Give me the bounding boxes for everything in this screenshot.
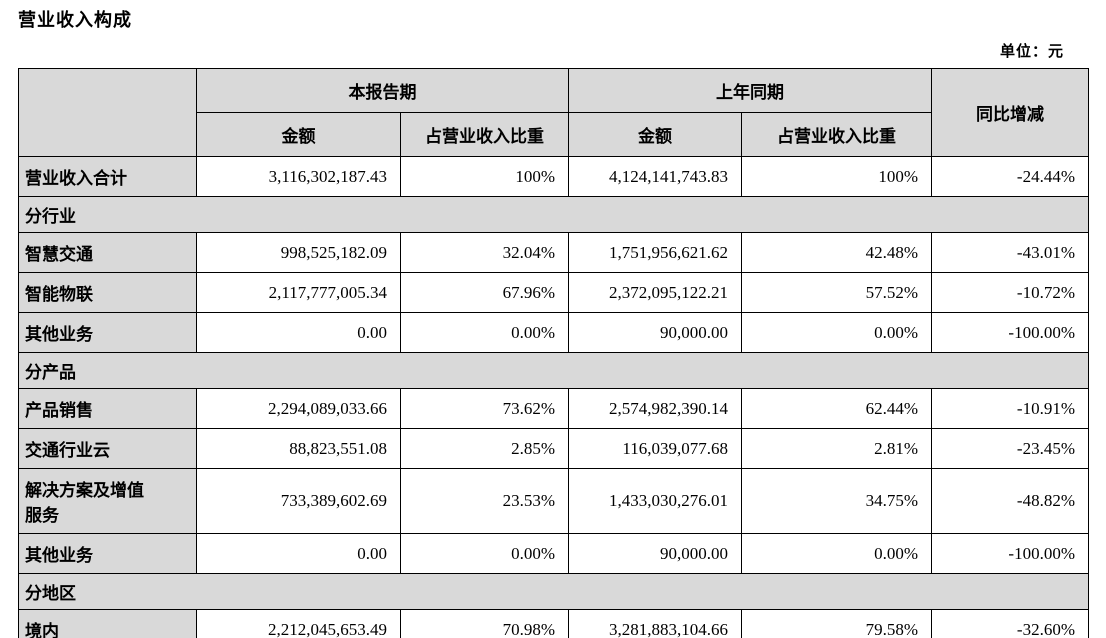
table-row: 其他业务 0.00 0.00% 90,000.00 0.00% -100.00% bbox=[18, 533, 1089, 574]
cell-yoy-change: -48.82% bbox=[931, 468, 1089, 534]
row-label: 境内 bbox=[18, 609, 197, 638]
cell-current-amount: 733,389,602.69 bbox=[196, 468, 401, 534]
cell-prior-pct: 57.52% bbox=[741, 272, 932, 313]
cell-current-pct: 67.96% bbox=[400, 272, 569, 313]
cell-current-pct: 2.85% bbox=[400, 428, 569, 469]
cell-prior-pct: 42.48% bbox=[741, 232, 932, 273]
cell-prior-pct: 2.81% bbox=[741, 428, 932, 469]
cell-prior-amount: 116,039,077.68 bbox=[568, 428, 742, 469]
cell-prior-pct: 62.44% bbox=[741, 388, 932, 429]
section-row: 分地区 bbox=[18, 573, 1089, 610]
row-label: 智能物联 bbox=[18, 272, 197, 313]
table-row: 解决方案及增值 服务 733,389,602.69 23.53% 1,433,0… bbox=[18, 468, 1089, 534]
cell-current-pct: 73.62% bbox=[400, 388, 569, 429]
cell-yoy-change: -24.44% bbox=[931, 156, 1089, 197]
cell-current-pct: 0.00% bbox=[400, 312, 569, 353]
row-label: 其他业务 bbox=[18, 533, 197, 574]
row-label: 交通行业云 bbox=[18, 428, 197, 469]
row-label: 其他业务 bbox=[18, 312, 197, 353]
cell-yoy-change: -10.72% bbox=[931, 272, 1089, 313]
row-label: 解决方案及增值 服务 bbox=[18, 468, 197, 534]
cell-prior-pct: 79.58% bbox=[741, 609, 932, 638]
cell-current-amount: 0.00 bbox=[196, 312, 401, 353]
header-current-proportion: 占营业收入比重 bbox=[400, 112, 569, 157]
cell-yoy-change: -32.60% bbox=[931, 609, 1089, 638]
row-label: 智慧交通 bbox=[18, 232, 197, 273]
table-row: 产品销售 2,294,089,033.66 73.62% 2,574,982,3… bbox=[18, 388, 1089, 429]
cell-current-amount: 2,212,045,653.49 bbox=[196, 609, 401, 638]
cell-current-amount: 2,117,777,005.34 bbox=[196, 272, 401, 313]
table-row: 交通行业云 88,823,551.08 2.85% 116,039,077.68… bbox=[18, 428, 1089, 469]
cell-current-amount: 0.00 bbox=[196, 533, 401, 574]
cell-prior-amount: 1,433,030,276.01 bbox=[568, 468, 742, 534]
cell-prior-amount: 90,000.00 bbox=[568, 312, 742, 353]
cell-prior-amount: 2,372,095,122.21 bbox=[568, 272, 742, 313]
revenue-table-wrapper: 本报告期 上年同期 同比增减 金额 占营业收入比重 金额 占营业收入比重 营业收… bbox=[18, 68, 1089, 638]
cell-yoy-change: -43.01% bbox=[931, 232, 1089, 273]
corner-cell bbox=[18, 68, 197, 157]
row-label: 产品销售 bbox=[18, 388, 197, 429]
table-row: 智慧交通 998,525,182.09 32.04% 1,751,956,621… bbox=[18, 232, 1089, 273]
table-row: 境内 2,212,045,653.49 70.98% 3,281,883,104… bbox=[18, 609, 1089, 638]
revenue-table: 本报告期 上年同期 同比增减 金额 占营业收入比重 金额 占营业收入比重 营业收… bbox=[18, 68, 1089, 638]
cell-prior-pct: 100% bbox=[741, 156, 932, 197]
cell-yoy-change: -100.00% bbox=[931, 312, 1089, 353]
cell-current-amount: 88,823,551.08 bbox=[196, 428, 401, 469]
cell-prior-amount: 1,751,956,621.62 bbox=[568, 232, 742, 273]
cell-prior-amount: 4,124,141,743.83 bbox=[568, 156, 742, 197]
cell-current-amount: 3,116,302,187.43 bbox=[196, 156, 401, 197]
cell-prior-pct: 0.00% bbox=[741, 312, 932, 353]
row-label: 营业收入合计 bbox=[18, 156, 197, 197]
section-label: 分地区 bbox=[18, 573, 1089, 610]
section-row: 分产品 bbox=[18, 352, 1089, 389]
cell-prior-pct: 34.75% bbox=[741, 468, 932, 534]
cell-prior-amount: 3,281,883,104.66 bbox=[568, 609, 742, 638]
cell-prior-pct: 0.00% bbox=[741, 533, 932, 574]
cell-yoy-change: -100.00% bbox=[931, 533, 1089, 574]
table-row: 智能物联 2,117,777,005.34 67.96% 2,372,095,1… bbox=[18, 272, 1089, 313]
header-current-period: 本报告期 bbox=[196, 68, 569, 113]
header-current-amount: 金额 bbox=[196, 112, 401, 157]
unit-label: 单位：元 bbox=[999, 44, 1064, 60]
header-row-measures: 金额 占营业收入比重 金额 占营业收入比重 bbox=[19, 112, 1089, 157]
page-title: 营业收入构成 bbox=[18, 10, 132, 30]
header-prior-amount: 金额 bbox=[568, 112, 742, 157]
header-row-periods: 本报告期 上年同期 同比增减 bbox=[18, 68, 1089, 157]
section-label: 分行业 bbox=[18, 196, 1089, 233]
cell-prior-amount: 90,000.00 bbox=[568, 533, 742, 574]
cell-current-pct: 23.53% bbox=[400, 468, 569, 534]
cell-current-amount: 2,294,089,033.66 bbox=[196, 388, 401, 429]
header-prior-period: 上年同期 bbox=[568, 68, 932, 113]
header-yoy-change: 同比增减 bbox=[931, 68, 1089, 157]
cell-current-amount: 998,525,182.09 bbox=[196, 232, 401, 273]
cell-current-pct: 70.98% bbox=[400, 609, 569, 638]
section-row: 分行业 bbox=[18, 196, 1089, 233]
cell-yoy-change: -10.91% bbox=[931, 388, 1089, 429]
table-row: 其他业务 0.00 0.00% 90,000.00 0.00% -100.00% bbox=[18, 312, 1089, 353]
cell-yoy-change: -23.45% bbox=[931, 428, 1089, 469]
cell-current-pct: 100% bbox=[400, 156, 569, 197]
cell-current-pct: 0.00% bbox=[400, 533, 569, 574]
header-prior-proportion: 占营业收入比重 bbox=[741, 112, 932, 157]
cell-current-pct: 32.04% bbox=[400, 232, 569, 273]
section-label: 分产品 bbox=[18, 352, 1089, 389]
table-row: 营业收入合计 3,116,302,187.43 100% 4,124,141,7… bbox=[18, 156, 1089, 197]
cell-prior-amount: 2,574,982,390.14 bbox=[568, 388, 742, 429]
